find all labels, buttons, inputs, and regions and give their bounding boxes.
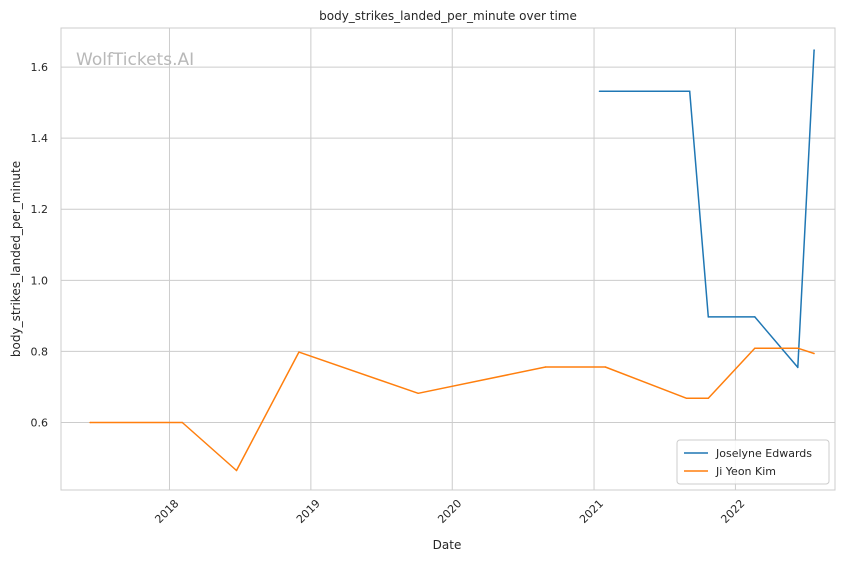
plot-frame [60, 27, 836, 491]
y-tick-label: 1.0 [31, 274, 49, 287]
data-point-ji-yeon-kim [89, 421, 91, 424]
data-point-joselyne-edwards [813, 49, 815, 51]
y-tick-label: 0.8 [31, 345, 49, 358]
data-point-ji-yeon-kim [707, 397, 710, 400]
y-tick-label: 1.4 [31, 132, 49, 145]
data-point-joselyne-edwards [707, 316, 710, 318]
y-tick-label: 1.2 [31, 203, 49, 216]
y-axis-title: body_strikes_landed_per_minute [9, 161, 23, 357]
data-point-ji-yeon-kim [181, 421, 184, 424]
y-tick-label: 1.6 [31, 61, 49, 74]
data-point-ji-yeon-kim [754, 347, 756, 349]
legend: Joselyne Edwards Ji Yeon Kim [676, 439, 830, 485]
data-point-ji-yeon-kim [417, 392, 419, 395]
data-point-joselyne-edwards [688, 90, 691, 93]
data-point-ji-yeon-kim [298, 351, 300, 353]
x-axis-title: Date [433, 538, 462, 552]
data-point-ji-yeon-kim [544, 366, 547, 368]
series-layer [89, 49, 815, 472]
series-line-ji-yeon-kim [90, 347, 815, 472]
watermark: WolfTickets.AI [76, 50, 194, 70]
chart-title: body_strikes_landed_per_minute over time [319, 9, 577, 23]
data-point-ji-yeon-kim [685, 397, 688, 400]
legend-box [676, 439, 830, 485]
data-point-ji-yeon-kim [797, 347, 799, 349]
data-point-ji-yeon-kim [813, 352, 815, 355]
legend-label-ji-yeon-kim: Ji Yeon Kim [715, 465, 776, 478]
data-point-joselyne-edwards [598, 90, 601, 93]
y-tick-label: 0.6 [31, 416, 49, 429]
data-point-ji-yeon-kim [604, 366, 607, 368]
data-point-joselyne-edwards [797, 366, 799, 369]
data-point-joselyne-edwards [754, 316, 756, 318]
series-line-joselyne-edwards [599, 49, 815, 369]
data-point-ji-yeon-kim [235, 469, 238, 472]
legend-label-joselyne-edwards: Joselyne Edwards [715, 447, 812, 460]
grid-layer [61, 28, 835, 490]
